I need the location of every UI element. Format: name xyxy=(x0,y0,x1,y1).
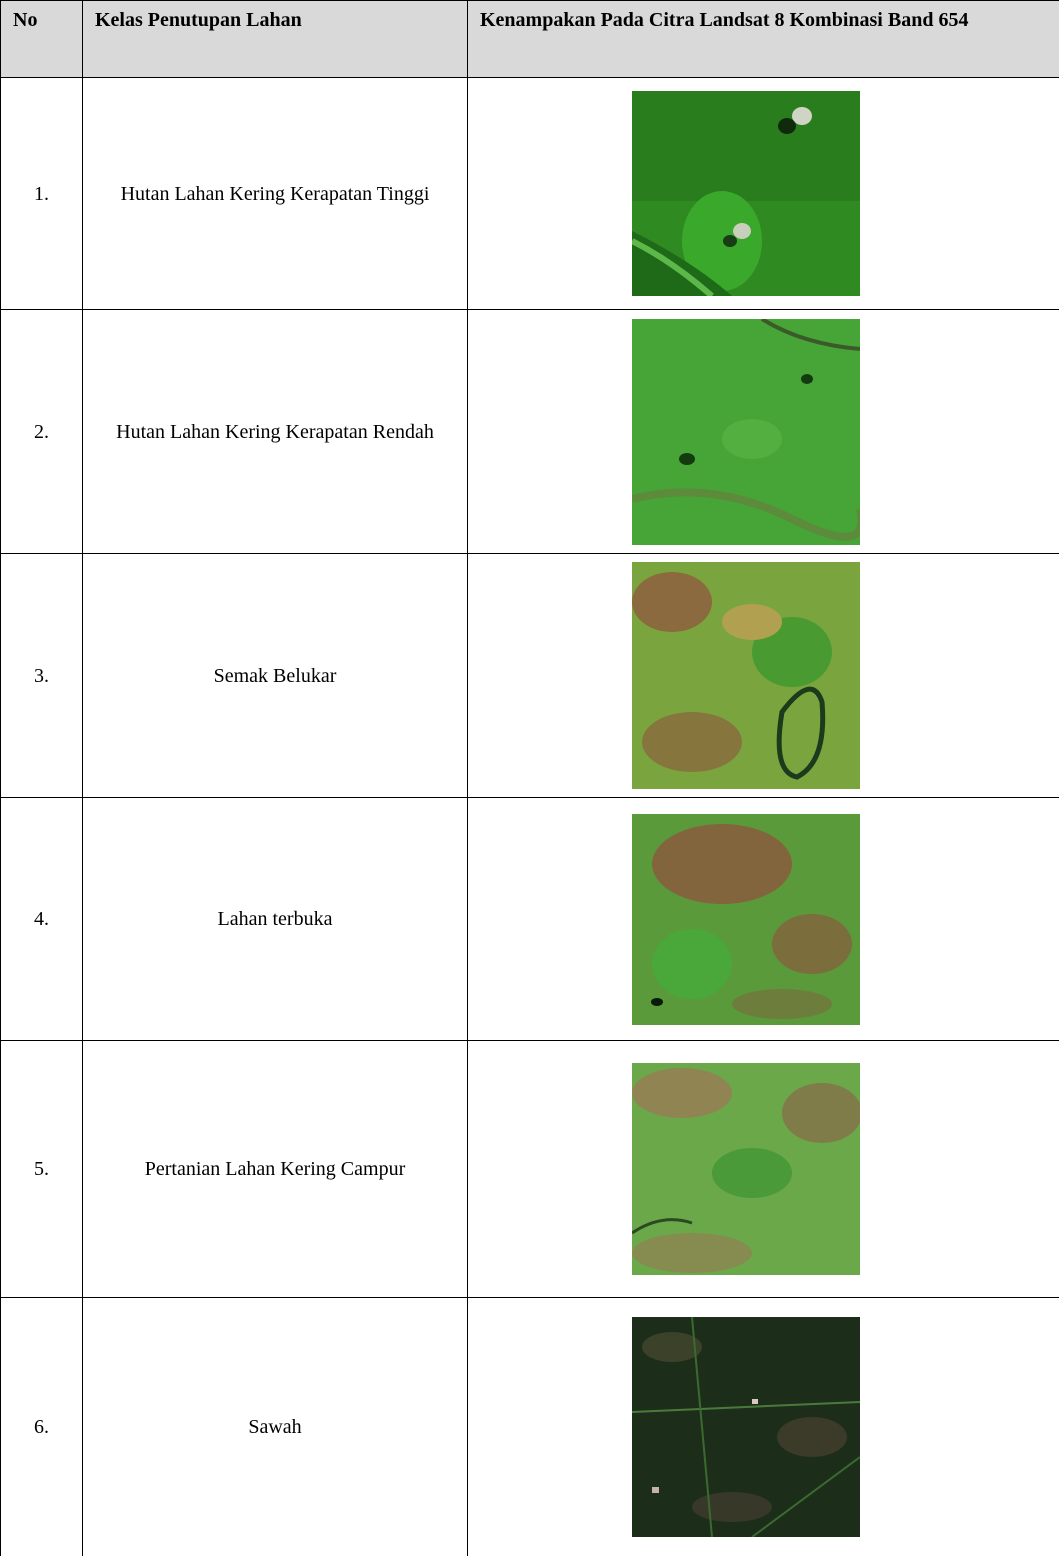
image-detail xyxy=(722,419,782,459)
image-detail xyxy=(632,1233,752,1273)
class-name: Pertanian Lahan Kering Campur xyxy=(83,1041,468,1298)
row: 1. Hutan Lahan Kering Kerapatan Tinggi xyxy=(1,78,1059,310)
image-detail xyxy=(772,914,852,974)
image-detail xyxy=(712,1148,792,1198)
satellite-image xyxy=(632,1317,860,1537)
class-name: Hutan Lahan Kering Kerapatan Rendah xyxy=(83,310,468,554)
image-detail xyxy=(679,453,695,465)
row: 5. Pertanian Lahan Kering Campur xyxy=(1,1041,1059,1298)
image-detail xyxy=(722,604,782,640)
row-number: 4. xyxy=(1,798,83,1041)
image-detail xyxy=(801,374,813,384)
header-row: No Kelas Penutupan Lahan Kenampakan Pada… xyxy=(1,1,1059,78)
row-number: 5. xyxy=(1,1041,83,1298)
image-cell xyxy=(468,1298,1059,1556)
image-detail xyxy=(732,989,832,1019)
image-detail xyxy=(782,1083,860,1143)
image-cell xyxy=(468,1041,1059,1298)
image-detail xyxy=(778,118,796,134)
image-detail xyxy=(632,91,860,201)
satellite-image xyxy=(632,814,860,1025)
row: 3. Semak Belukar xyxy=(1,554,1059,798)
image-detail xyxy=(752,1399,758,1404)
row-number: 1. xyxy=(1,78,83,310)
class-name: Sawah xyxy=(83,1298,468,1556)
class-name: Semak Belukar xyxy=(83,554,468,798)
row-number: 6. xyxy=(1,1298,83,1556)
image-detail xyxy=(652,1487,659,1493)
satellite-image xyxy=(632,319,860,545)
satellite-image xyxy=(632,562,860,789)
row: 4. Lahan terbuka xyxy=(1,798,1059,1041)
header-cell: Kelas Penutupan Lahan xyxy=(83,1,468,78)
image-detail xyxy=(651,998,663,1006)
image-detail xyxy=(777,1417,847,1457)
image-detail xyxy=(652,824,792,904)
row: 6. Sawah xyxy=(1,1298,1059,1556)
class-name: Lahan terbuka xyxy=(83,798,468,1041)
image-detail xyxy=(792,107,812,125)
satellite-image xyxy=(632,91,860,296)
image-cell xyxy=(468,798,1059,1041)
row-number: 3. xyxy=(1,554,83,798)
image-cell xyxy=(468,310,1059,554)
image-cell xyxy=(468,78,1059,310)
class-name: Hutan Lahan Kering Kerapatan Tinggi xyxy=(83,78,468,310)
satellite-image xyxy=(632,1063,860,1275)
row-number: 2. xyxy=(1,310,83,554)
image-detail xyxy=(723,235,737,247)
image-detail xyxy=(652,929,732,999)
image-detail xyxy=(632,572,712,632)
header-cell: No xyxy=(1,1,83,78)
image-detail xyxy=(733,223,751,239)
image-detail xyxy=(692,1492,772,1522)
image-cell xyxy=(468,554,1059,798)
image-detail xyxy=(642,712,742,772)
header-cell: Kenampakan Pada Citra Landsat 8 Kombinas… xyxy=(468,1,1059,78)
row: 2. Hutan Lahan Kering Kerapatan Rendah xyxy=(1,310,1059,554)
image-detail xyxy=(632,1068,732,1118)
